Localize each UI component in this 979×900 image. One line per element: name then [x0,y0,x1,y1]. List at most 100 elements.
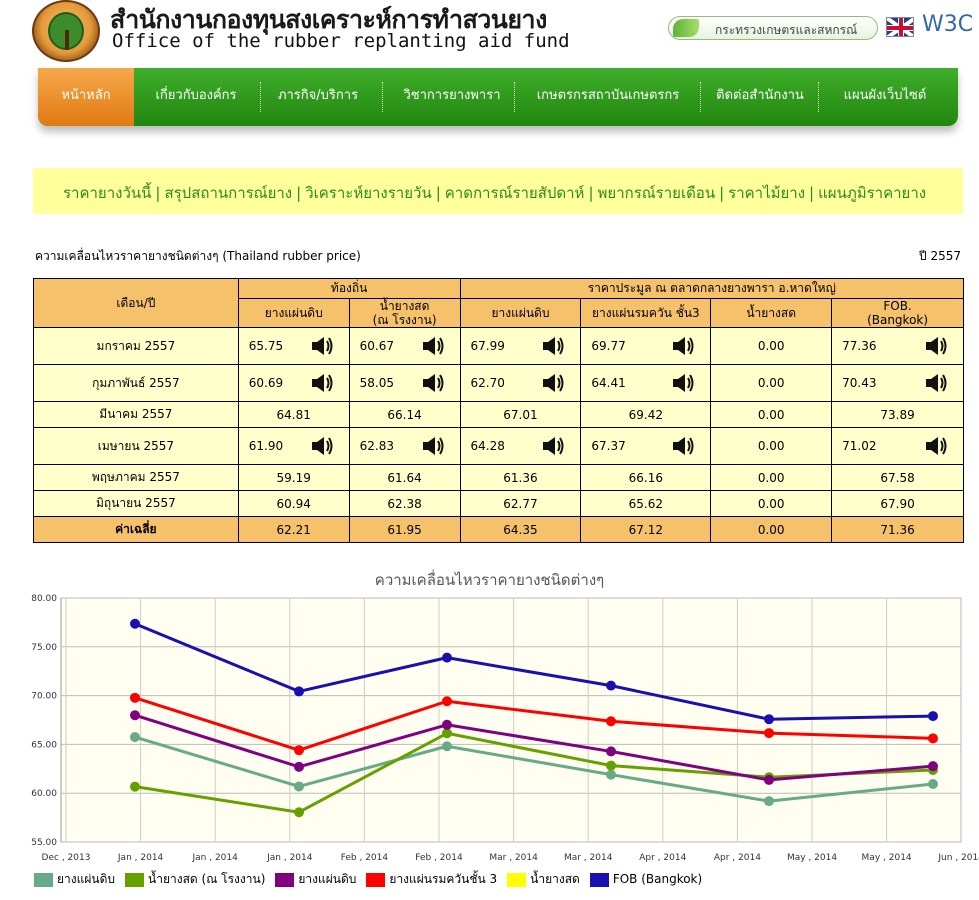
price-value: 61.36 [503,470,538,485]
data-point [606,680,616,691]
price-cell: 66.14 [348,401,461,428]
price-value: 66.16 [628,470,664,485]
price-value: 60.94 [276,496,311,511]
price-cell-with-audio: 64.41 [580,364,712,402]
speaker-icon[interactable] [542,336,564,356]
link-wood-price[interactable]: ราคาไม้ยาง [728,184,806,202]
price-value: 60.67 [359,339,394,353]
legend-item[interactable]: ยางแผ่นดิบ [275,870,356,889]
english-flag-icon[interactable] [886,17,914,37]
link-price-chart[interactable]: แผนภูมิราคายาง [818,184,927,202]
price-links-bar: ราคายางวันนี้ | สรุปสถานการณ์ยาง | วิเคราะห์… [33,168,963,214]
legend-label: น้ำยางสด [530,872,580,886]
nav-item-contact[interactable]: ติดต่อสำนักงาน [716,88,804,103]
link-situation-summary[interactable]: สรุปสถานการณ์ยาง [164,184,293,202]
table-row: กุมภาพันธ์ 2557 60.69 58.05 62.70 64.41 0.00 7… [33,364,964,402]
legend-swatch [366,872,386,887]
x-tick-label: Jan , 2014 [266,853,313,863]
price-cell-with-audio: 67.37 [580,427,712,465]
col-header: ยางแผ่นดิบ [459,298,582,328]
nav-item-services[interactable]: ภารกิจ/บริการ [277,88,359,103]
nav-item-home[interactable]: หน้าหลัก [38,68,134,126]
price-value: 58.05 [359,376,394,390]
data-point [928,711,938,722]
speaker-icon[interactable] [672,373,694,393]
nav-divider [514,82,515,112]
nav-divider [700,82,701,112]
price-cell: 61.36 [459,464,582,491]
speaker-icon[interactable] [311,436,333,456]
agency-logo[interactable] [32,0,100,62]
price-cell-with-audio: 64.28 [459,427,582,465]
link-today-price[interactable]: ราคายางวันนี้ [63,184,152,202]
speaker-icon[interactable] [672,336,694,356]
link-weekly-forecast[interactable]: คาดการณ์รายสัปดาห์ [444,184,585,202]
x-tick-label: May , 2014 [862,853,912,863]
price-value: 65.62 [628,496,664,511]
price-cell-with-audio: 70.43 [831,364,964,402]
price-cell-with-audio: 77.36 [831,327,964,365]
price-cell: 0.00 [710,401,833,428]
x-tick-label: Mar , 2014 [564,853,613,863]
x-tick-label: Apr , 2014 [639,853,686,863]
col-header: น้ำยางสด (ณ โรงงาน) [348,298,461,328]
y-tick-label: 75.00 [31,643,57,653]
average-value: 62.21 [237,516,350,543]
average-value: 67.12 [580,516,712,543]
legend-swatch [589,872,609,887]
speaker-icon[interactable] [672,436,694,456]
speaker-icon[interactable] [422,436,444,456]
site-title-thai: สำนักงานกองทุนสงเคราะห์การทำสวนยาง [110,5,547,34]
price-value: 69.42 [628,407,664,422]
price-value: 0.00 [757,376,785,390]
chart-title: ความเคลื่อนไหวราคายางชนิดต่างๆ [374,571,605,589]
data-point [442,728,452,739]
legend-item[interactable]: FOB (Bangkok) [589,872,703,887]
nav-item-academic[interactable]: วิชาการยางพารา [403,88,501,103]
price-cell-with-audio: 62.70 [459,364,582,402]
link-daily-analysis[interactable]: วิเคราะห์ยางรายวัน [305,184,432,202]
price-cell: 65.62 [580,490,712,517]
year-label: ปี 2557 [919,249,961,263]
col-header: FOB. (Bangkok) [831,298,964,328]
price-value: 67.01 [503,407,538,422]
w3c-badge[interactable]: W3C [922,12,974,37]
speaker-icon[interactable] [311,373,333,393]
price-cell-with-audio: 62.83 [348,427,461,465]
data-point [294,745,304,756]
data-point [606,769,616,780]
legend-item[interactable]: ยางแผ่นรมควันชั้น 3 [366,870,497,889]
legend-label: FOB (Bangkok) [612,872,703,887]
legend-item[interactable]: น้ำยางสด (ณ โรงงาน) [125,870,265,889]
ministry-link[interactable]: กระทรวงเกษตรและสหกรณ์ [668,16,878,40]
legend-swatch [275,872,295,887]
data-point [130,618,140,629]
site-header: สำนักงานกองทุนสงเคราะห์การทำสวนยาง Offic… [0,0,979,64]
price-cell: 0.00 [710,490,833,517]
col-header: ยางแผ่นรมควัน ชั้น3 [580,298,712,328]
legend-item[interactable]: น้ำยางสด [507,870,580,889]
data-point [764,714,774,725]
data-point [606,746,616,757]
speaker-icon[interactable] [542,373,564,393]
speaker-icon[interactable] [542,436,564,456]
nav-item-sitemap[interactable]: แผนผังเว็บไซต์ [843,88,927,103]
link-monthly-forecast[interactable]: พยากรณ์รายเดือน [597,184,716,202]
series-line-3 [134,696,934,752]
speaker-icon[interactable] [925,336,947,356]
speaker-icon[interactable] [925,436,947,456]
legend-item[interactable]: ยางแผ่นดิบ [34,870,115,889]
price-cell: 73.89 [831,401,964,428]
x-tick-label: Apr , 2014 [714,853,761,863]
price-value: 67.37 [591,439,626,453]
speaker-icon[interactable] [422,373,444,393]
price-value: 62.77 [503,496,538,511]
nav-item-about[interactable]: เกี่ยวกับองค์กร [155,88,237,103]
data-point [928,761,938,772]
speaker-icon[interactable] [422,336,444,356]
speaker-icon[interactable] [925,373,947,393]
price-cell: 0.00 [710,364,833,402]
nav-item-farmers[interactable]: เกษตรกรสถาบันเกษตรกร [536,88,680,103]
speaker-icon[interactable] [311,336,333,356]
